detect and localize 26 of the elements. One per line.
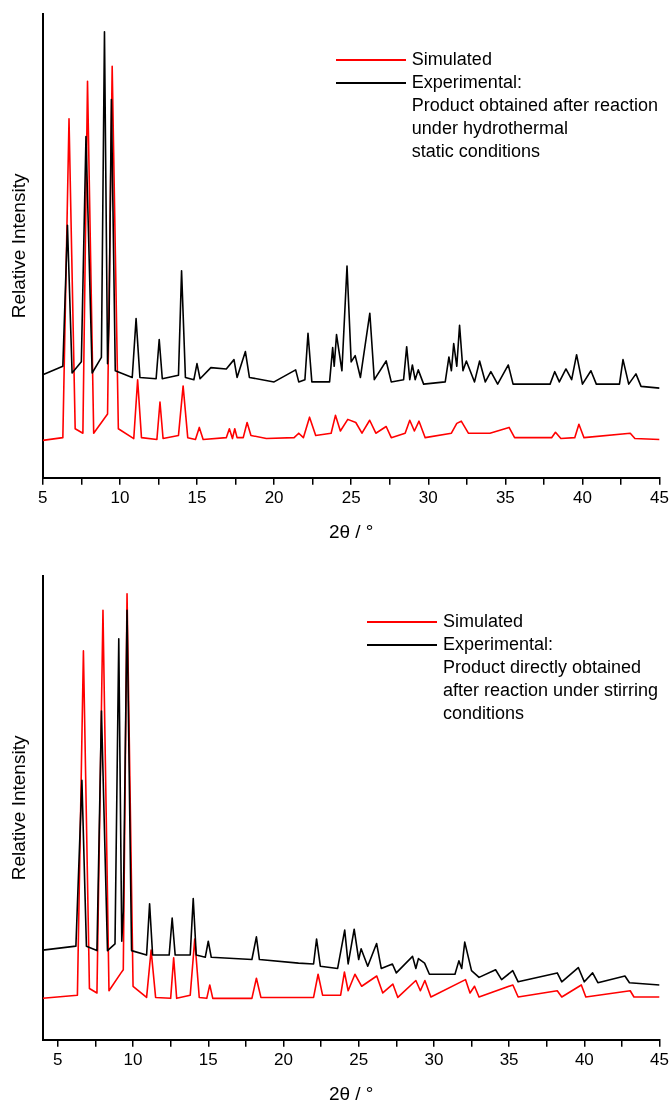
x-tick-label: 20 <box>274 1049 293 1069</box>
x-tick-label: 30 <box>418 487 438 507</box>
x-axis-title: 2θ / ° <box>328 520 374 542</box>
x-tick-label: 5 <box>38 487 48 507</box>
x-tick-label: 35 <box>499 1049 519 1069</box>
x-tick-label: 40 <box>572 487 592 507</box>
x-tick-label: 40 <box>574 1049 594 1069</box>
x-tick-label: 45 <box>650 1049 670 1069</box>
x-tick-label: 15 <box>187 487 207 507</box>
legend-label: Simulated <box>411 48 492 71</box>
x-tick-label: 30 <box>424 1049 444 1069</box>
legend-label: Simulated <box>442 610 523 633</box>
x-tick-label: 35 <box>495 487 515 507</box>
legend-label: Experimental: Product obtained after reaction under hydrothermal static conditions <box>411 71 658 163</box>
legend-label: Experimental: Product directly obtained after reaction under stirring conditions <box>442 633 658 725</box>
x-tick-label: 25 <box>341 487 361 507</box>
x-tick-label: 10 <box>123 1049 143 1069</box>
y-axis-title: Relative Intensity <box>7 735 29 881</box>
x-axis-title: 2θ / ° <box>328 1082 374 1104</box>
x-tick-label: 25 <box>349 1049 369 1069</box>
x-tick-label: 20 <box>264 487 284 507</box>
x-tick-label: 45 <box>650 487 670 507</box>
x-tick-label: 5 <box>53 1049 63 1069</box>
x-tick-label: 15 <box>198 1049 218 1069</box>
y-axis-title: Relative Intensity <box>7 173 29 319</box>
x-tick-label: 10 <box>110 487 130 507</box>
